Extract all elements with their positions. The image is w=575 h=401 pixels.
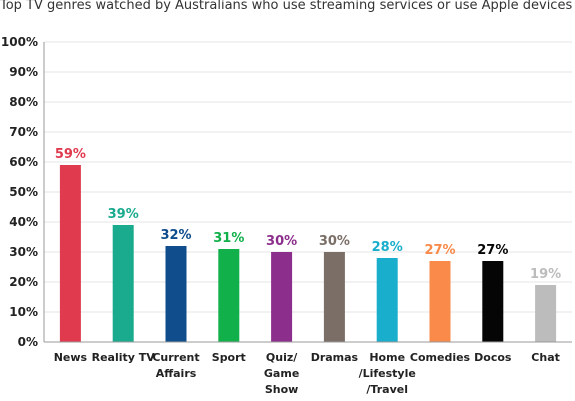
x-tick-label: Sport	[212, 351, 246, 364]
y-tick-label: 50%	[9, 185, 38, 199]
bar	[535, 285, 557, 342]
y-tick-label: 60%	[9, 155, 38, 169]
data-label: 32%	[160, 228, 191, 243]
y-tick-label: 80%	[9, 95, 38, 109]
x-tick-label: Docos	[474, 351, 512, 364]
x-tick-label: News	[54, 351, 88, 364]
chart-title: Top TV genres watched by Australians who…	[0, 0, 572, 13]
x-tick-label: Comedies	[410, 351, 471, 364]
x-tick-label: Current Affairs	[152, 351, 199, 380]
y-tick-label: 30%	[9, 245, 38, 259]
x-tick-label: Reality TV	[92, 351, 156, 364]
y-axis-ticks: 0% 10% 20% 30% 40% 50% 60% 70% 80% 90% 100%	[1, 35, 38, 349]
data-label: 30%	[319, 234, 350, 249]
bar	[429, 261, 451, 342]
data-label: 28%	[372, 240, 403, 255]
x-tick-label: Dramas	[311, 351, 359, 364]
y-tick-label: 100%	[1, 35, 38, 49]
bars	[59, 165, 557, 342]
bar	[271, 252, 293, 342]
data-label: 27%	[477, 243, 508, 258]
y-tick-label: 40%	[9, 215, 38, 229]
y-tick-label: 0%	[18, 335, 38, 349]
data-label: 19%	[530, 267, 561, 282]
y-tick-label: 90%	[9, 65, 38, 79]
data-label: 27%	[424, 243, 455, 258]
bar	[323, 252, 345, 342]
data-label: 31%	[213, 231, 244, 246]
bar	[482, 261, 504, 342]
bar	[218, 249, 240, 342]
data-label: 30%	[266, 234, 297, 249]
x-tick-label: Home/Lifestyle/Travel	[359, 351, 416, 396]
x-tick-label: Chat	[531, 351, 560, 364]
bar	[376, 258, 398, 342]
data-label: 59%	[55, 147, 86, 162]
data-labels: 59% 39% 32% 31% 30% 30% 28% 27% 27% 19%	[55, 147, 561, 282]
data-label: 39%	[108, 207, 139, 222]
x-tick-label: Quiz/Game Show	[264, 351, 299, 396]
bar	[165, 246, 187, 342]
bar	[59, 165, 81, 342]
y-tick-label: 10%	[9, 305, 38, 319]
bar	[112, 225, 134, 342]
y-tick-label: 20%	[9, 275, 38, 289]
y-tick-label: 70%	[9, 125, 38, 139]
